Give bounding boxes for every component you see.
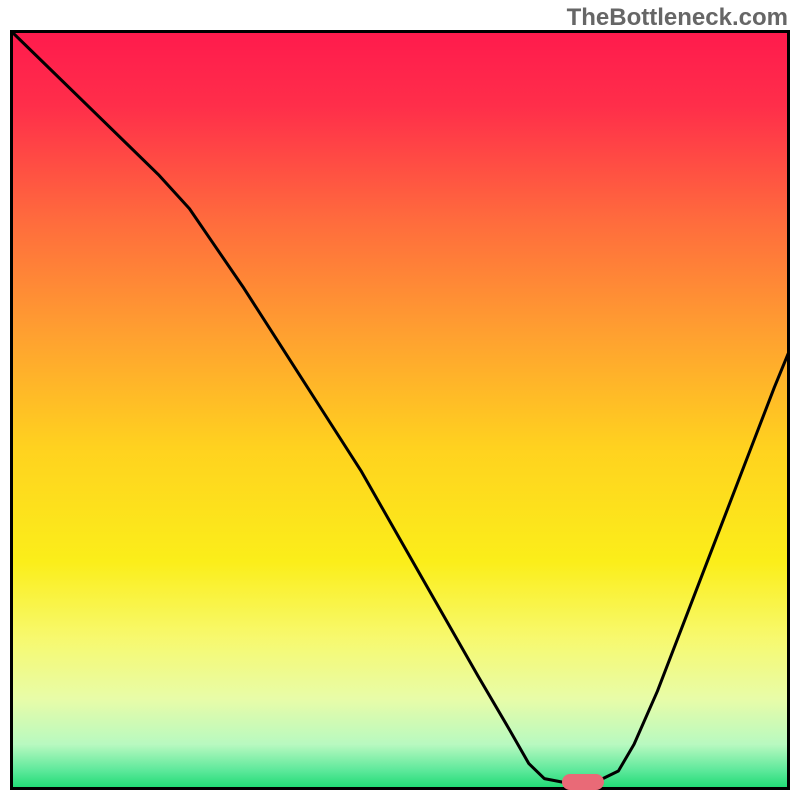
optimal-marker xyxy=(562,774,604,790)
plot-area xyxy=(10,30,790,790)
watermark-text: TheBottleneck.com xyxy=(567,4,788,32)
chart-container: TheBottleneck.com xyxy=(0,0,800,800)
bottleneck-curve xyxy=(10,30,790,790)
